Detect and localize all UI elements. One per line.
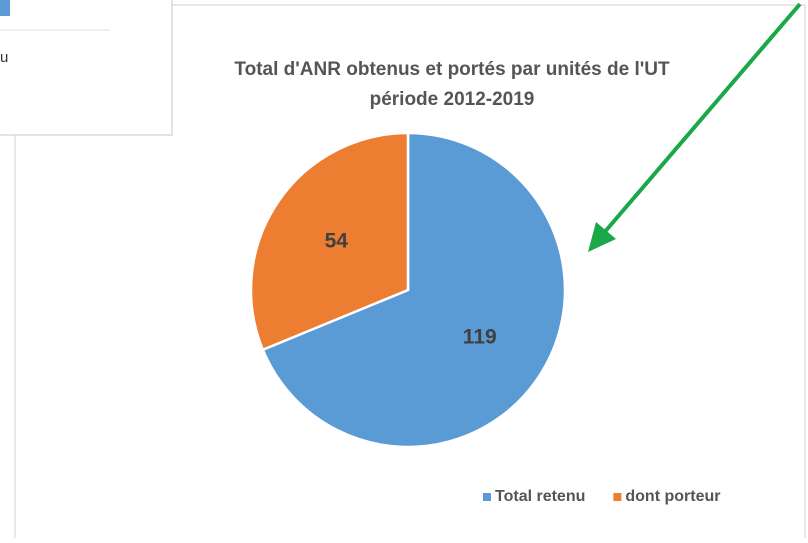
pie: 119 54 xyxy=(249,131,567,449)
pie-slice xyxy=(261,131,567,449)
pie-slice xyxy=(249,131,410,352)
legend-swatch xyxy=(483,493,491,501)
chart-title: période 2012-2019 xyxy=(370,89,535,110)
legend-label: dont porteur xyxy=(625,488,720,505)
overlay-panel: u xyxy=(0,0,173,136)
overlay-box xyxy=(0,0,173,136)
overlay-swatch xyxy=(0,0,10,16)
overlay-text: u xyxy=(0,49,8,66)
arrow-shaft xyxy=(601,2,802,236)
chart-title: Total d'ANR obtenus et portés par unités… xyxy=(234,59,670,80)
legend-swatch xyxy=(613,493,622,501)
arrow-head xyxy=(588,222,616,252)
data-label: 54 xyxy=(325,229,349,252)
arrow xyxy=(588,2,802,252)
data-label: 119 xyxy=(463,326,497,349)
legend-label: Total retenu xyxy=(495,488,585,505)
